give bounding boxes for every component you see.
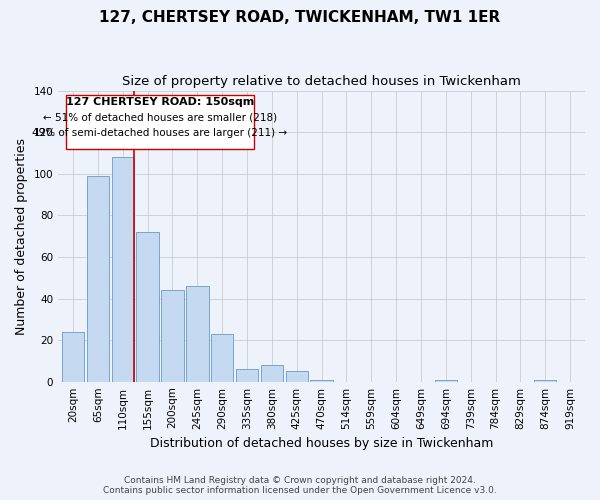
Bar (112, 157, 134, 382)
Bar (62, 332, 84, 382)
Text: Contains HM Land Registry data © Crown copyright and database right 2024.
Contai: Contains HM Land Registry data © Crown c… (103, 476, 497, 495)
Text: ← 51% of detached houses are smaller (218): ← 51% of detached houses are smaller (21… (43, 112, 277, 122)
Bar (260, 365, 283, 382)
Bar (236, 369, 258, 382)
Bar (161, 290, 184, 382)
Bar (136, 232, 159, 382)
X-axis label: Distribution of detached houses by size in Twickenham: Distribution of detached houses by size … (150, 437, 493, 450)
Title: Size of property relative to detached houses in Twickenham: Size of property relative to detached ho… (122, 75, 521, 88)
Bar (286, 372, 308, 382)
Bar (87, 176, 109, 382)
Bar (434, 380, 457, 382)
Bar (310, 380, 333, 382)
Text: 49% of semi-detached houses are larger (211) →: 49% of semi-detached houses are larger (… (32, 128, 287, 138)
Bar (186, 286, 209, 382)
Y-axis label: Number of detached properties: Number of detached properties (15, 138, 28, 334)
FancyBboxPatch shape (65, 94, 254, 149)
Text: 127 CHERTSEY ROAD: 150sqm: 127 CHERTSEY ROAD: 150sqm (66, 97, 254, 107)
Bar (534, 380, 556, 382)
Bar (211, 334, 233, 382)
Text: 127, CHERTSEY ROAD, TWICKENHAM, TW1 1ER: 127, CHERTSEY ROAD, TWICKENHAM, TW1 1ER (100, 10, 500, 25)
